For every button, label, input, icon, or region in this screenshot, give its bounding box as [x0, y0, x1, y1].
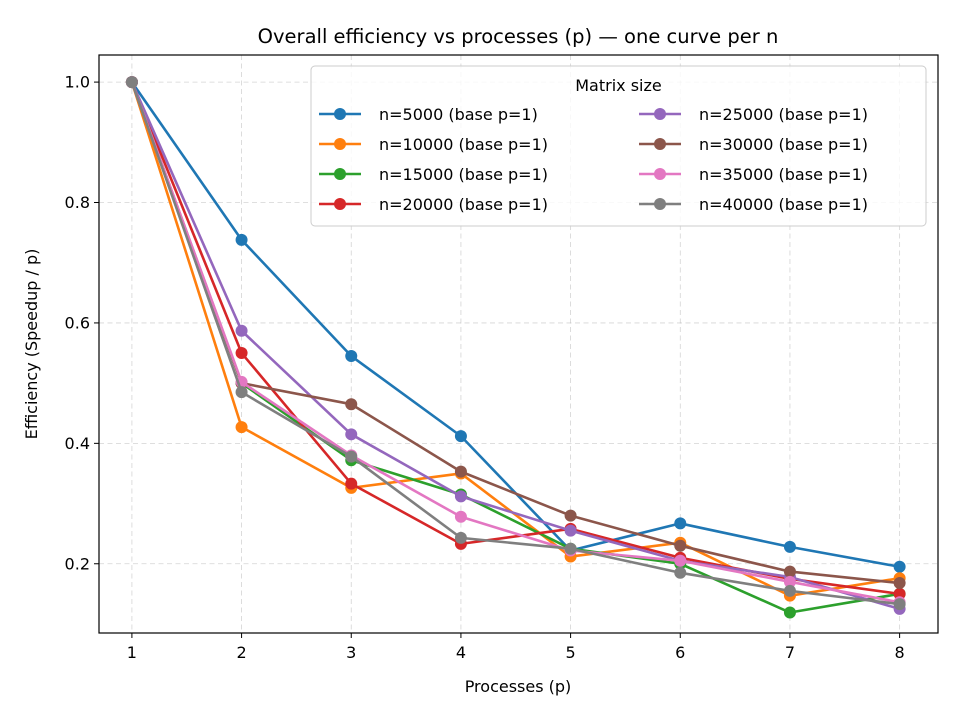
series-line	[130, 81, 900, 604]
x-tick-label: 3	[346, 643, 356, 662]
data-point	[674, 566, 687, 579]
data-point	[893, 598, 906, 611]
x-tick-label: 5	[566, 643, 576, 662]
plot-frame	[98, 54, 939, 634]
data-point	[783, 606, 796, 619]
chart-title: Overall efficiency vs processes (p) — on…	[258, 25, 779, 48]
data-point	[674, 539, 687, 552]
legend-label: n=40000 (base p=1)	[699, 195, 868, 214]
data-point	[893, 587, 906, 600]
legend-title: Matrix size	[575, 76, 661, 95]
data-point	[345, 477, 358, 490]
data-point	[783, 584, 796, 597]
x-tick-label: 6	[675, 643, 685, 662]
legend-item: n=10000 (base p=1)	[319, 135, 548, 154]
data-point	[235, 347, 248, 360]
series-line	[130, 81, 900, 611]
legend-item: n=20000 (base p=1)	[319, 195, 548, 214]
data-point	[783, 540, 796, 553]
data-point	[783, 565, 796, 578]
data-point	[235, 421, 248, 434]
legend-item: n=25000 (base p=1)	[639, 105, 868, 124]
data-point	[235, 233, 248, 246]
x-tick-label: 1	[127, 643, 137, 662]
data-point	[674, 517, 687, 530]
data-point	[345, 350, 358, 363]
data-point	[235, 324, 248, 337]
legend-item: n=5000 (base p=1)	[319, 105, 538, 124]
data-point	[125, 76, 138, 89]
legend-swatch-marker	[334, 168, 346, 180]
x-tick-label: 7	[785, 643, 795, 662]
legend-swatch-marker	[654, 168, 666, 180]
legend-item: n=15000 (base p=1)	[319, 165, 548, 184]
legend-swatch-marker	[334, 108, 346, 120]
data-point	[235, 386, 248, 399]
y-tick-label: 1.0	[65, 73, 90, 92]
data-point	[893, 560, 906, 573]
series-line	[130, 81, 900, 606]
data-point	[564, 542, 577, 555]
legend-swatch-marker	[334, 138, 346, 150]
data-point	[893, 577, 906, 590]
series-8	[125, 76, 906, 611]
legend-item: n=40000 (base p=1)	[639, 195, 868, 214]
data-point	[783, 575, 796, 588]
x-tick-label: 4	[456, 643, 466, 662]
data-point	[564, 509, 577, 522]
x-tick-label: 2	[236, 643, 246, 662]
legend-item: n=30000 (base p=1)	[639, 135, 868, 154]
legend-label: n=30000 (base p=1)	[699, 135, 868, 154]
legend-label: n=5000 (base p=1)	[379, 105, 538, 124]
x-tick-label: 8	[895, 643, 905, 662]
data-point	[454, 465, 467, 478]
y-tick-label: 0.4	[65, 434, 90, 453]
legend-swatch-marker	[654, 198, 666, 210]
legend-swatch-marker	[654, 108, 666, 120]
legend-label: n=20000 (base p=1)	[379, 195, 548, 214]
legend-label: n=10000 (base p=1)	[379, 135, 548, 154]
legend-swatch-marker	[654, 138, 666, 150]
data-point	[454, 531, 467, 544]
series-line	[130, 81, 900, 614]
ticks: 1 2 3 4 5 6 7 8 0.2 0.4 0.6 0.8 1.0	[65, 73, 905, 662]
legend-label: n=15000 (base p=1)	[379, 165, 548, 184]
legend-item: n=35000 (base p=1)	[639, 165, 868, 184]
x-axis-label: Processes (p)	[465, 677, 572, 696]
legend-swatch-marker	[334, 198, 346, 210]
legend-label: n=35000 (base p=1)	[699, 165, 868, 184]
data-point	[345, 398, 358, 411]
y-tick-label: 0.2	[65, 554, 90, 573]
legend-label: n=25000 (base p=1)	[699, 105, 868, 124]
y-tick-label: 0.8	[65, 193, 90, 212]
data-point	[454, 510, 467, 523]
y-axis-label: Efficiency (Speedup / p)	[22, 249, 41, 440]
data-point	[564, 524, 577, 537]
series-group	[125, 76, 906, 619]
data-point	[454, 490, 467, 503]
legend-frame	[310, 65, 927, 227]
series-line	[130, 81, 900, 585]
data-point	[454, 430, 467, 443]
data-point	[345, 450, 358, 463]
data-point	[345, 428, 358, 441]
data-point	[674, 554, 687, 567]
legend: Matrix size n=5000 (base p=1) n=10000 (bas…	[310, 65, 927, 227]
y-tick-label: 0.6	[65, 313, 90, 332]
